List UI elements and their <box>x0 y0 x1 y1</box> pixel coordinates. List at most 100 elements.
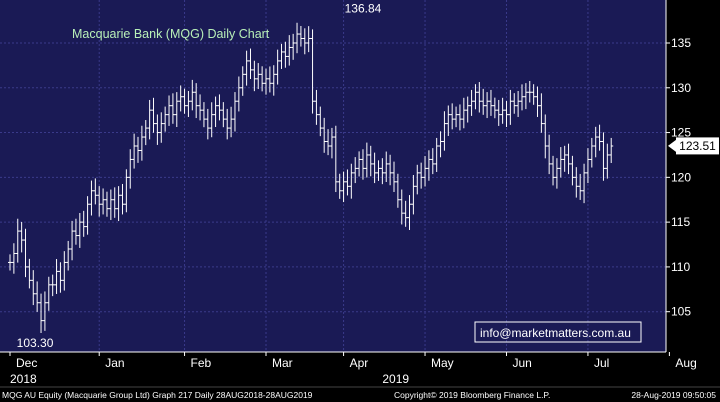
ohlc-bar <box>411 175 416 215</box>
y-tick-label: 115 <box>671 215 690 229</box>
ohlc-bar <box>310 29 315 114</box>
ohlc-bar <box>275 49 280 85</box>
ohlc-bar <box>50 274 55 297</box>
ohlc-bar <box>104 191 109 217</box>
ohlc-bar <box>42 291 47 331</box>
ohlc-bar <box>477 82 482 113</box>
ohlc-bar <box>248 48 253 79</box>
ohlc-bar <box>23 228 28 278</box>
ohlc-bar <box>415 164 420 195</box>
ohlc-bar <box>500 97 505 124</box>
ohlc-bar <box>205 108 210 140</box>
x-month-label: Feb <box>191 356 212 370</box>
x-month-label: Jan <box>105 356 124 370</box>
ohlc-bar <box>558 147 563 178</box>
ohlc-bar <box>81 210 86 237</box>
y-tick-label: 120 <box>671 170 691 184</box>
ohlc-bar <box>508 89 513 125</box>
ohlc-bar <box>124 169 129 213</box>
ohlc-bar <box>139 125 144 161</box>
ohlc-bar <box>582 163 587 204</box>
x-month-label: Aug <box>675 356 696 370</box>
annotation-high: 136.84 <box>345 2 382 16</box>
ohlc-bar <box>442 111 447 151</box>
ohlc-bar <box>512 93 517 114</box>
ohlc-bar <box>155 114 160 145</box>
ohlc-bar <box>256 63 261 90</box>
ohlc-bar <box>461 97 466 129</box>
ohlc-bar <box>101 188 106 215</box>
ohlc-bar <box>112 187 117 218</box>
ohlc-bar <box>376 160 381 181</box>
x-month-label: Mar <box>272 356 293 370</box>
ohlc-bar <box>136 136 140 163</box>
ohlc-bar <box>539 93 544 133</box>
ohlc-bar <box>54 259 59 294</box>
ohlc-bar <box>283 41 288 68</box>
x-year-label: 2018 <box>10 372 37 386</box>
ohlc-bar <box>399 189 404 225</box>
ohlc-bar <box>97 186 102 217</box>
ohlc-bar <box>407 195 412 231</box>
ohlc-bar <box>551 155 556 186</box>
footer-center: Copyright© 2019 Bloomberg Finance L.P. <box>394 390 550 400</box>
ohlc-bar <box>73 218 78 245</box>
ohlc-bar <box>267 66 272 93</box>
ohlc-bar <box>108 189 113 220</box>
ohlc-bar <box>70 220 75 261</box>
ohlc-bar <box>488 89 493 116</box>
y-axis: 105 110 115 120 125 130 135 <box>665 0 691 352</box>
ohlc-bar <box>360 149 365 180</box>
ohlc-bar <box>46 276 51 311</box>
ohlc-bar <box>287 35 292 66</box>
ohlc-bar <box>605 143 610 179</box>
ohlc-bar <box>85 196 90 235</box>
ohlc-bar <box>186 91 191 117</box>
ohlc-bar <box>306 26 311 53</box>
ohlc-bar <box>163 106 168 132</box>
ohlc-bar <box>198 94 203 121</box>
ohlc-bar <box>368 145 373 177</box>
ohlc-bar <box>225 108 230 140</box>
x-month-label: Dec <box>16 356 37 370</box>
ohlc-bar <box>426 150 431 181</box>
ohlc-bar <box>329 127 334 159</box>
ohlc-bar <box>232 92 237 132</box>
ohlc-bar <box>341 171 346 203</box>
ohlc-bar <box>601 132 606 181</box>
ohlc-bar <box>337 173 342 199</box>
ohlc-bar <box>446 105 451 136</box>
ohlc-bar <box>384 151 389 183</box>
ohlc-bar <box>271 65 276 96</box>
ohlc-bar <box>147 99 152 140</box>
ohlc-bar <box>578 173 583 200</box>
y-tick-label: 125 <box>671 126 691 140</box>
ohlc-bar <box>132 133 137 169</box>
ohlc-bar <box>244 50 249 86</box>
ohlc-bar <box>326 129 331 156</box>
ohlc-bar <box>167 95 172 126</box>
ohlc-bar <box>264 68 268 95</box>
ohlc-bar <box>597 124 602 151</box>
ohlc-bar <box>295 22 300 54</box>
x-month-label: May <box>431 356 454 370</box>
ohlc-bar <box>589 137 594 168</box>
annotation-low: 103.30 <box>17 336 54 350</box>
ohlc-bar <box>593 126 598 158</box>
ohlc-bar <box>504 101 509 128</box>
ohlc-bar <box>66 240 71 271</box>
ohlc-bar <box>314 89 319 125</box>
x-month-label: Apr <box>350 356 369 370</box>
ohlc-bar <box>201 102 206 128</box>
ohlc-bar <box>380 158 385 185</box>
ohlc-bar <box>434 137 439 172</box>
ohlc-bar <box>27 258 32 289</box>
ohlc-bar <box>570 155 575 186</box>
x-year-label: 2019 <box>382 372 409 386</box>
ohlc-bar <box>35 281 40 312</box>
ohlc-bar <box>469 89 474 116</box>
x-month-label: Jun <box>512 356 531 370</box>
y-tick-label: 135 <box>671 36 691 50</box>
